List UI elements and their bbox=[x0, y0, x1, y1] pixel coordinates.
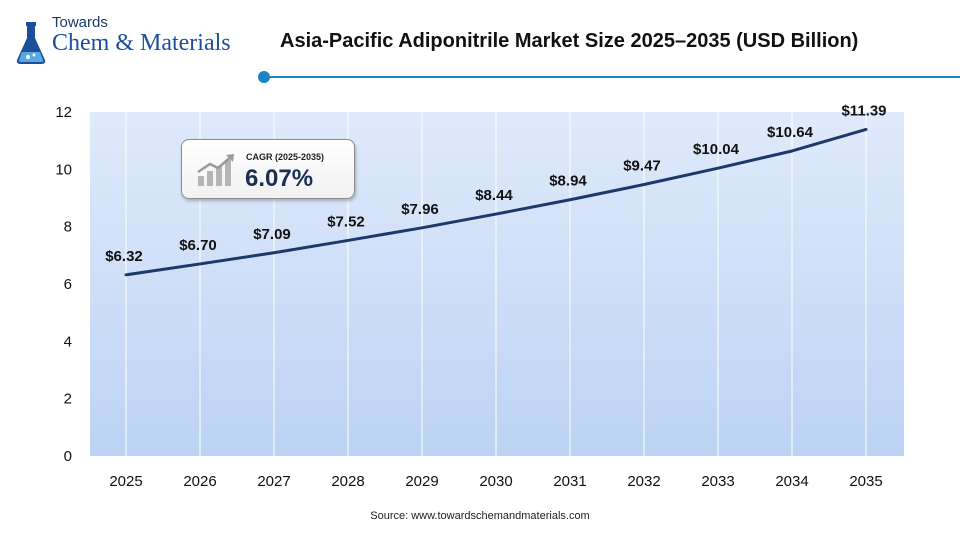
brand-line1: Towards bbox=[52, 14, 108, 31]
x-tick-label: 2028 bbox=[331, 473, 364, 490]
data-label: $7.52 bbox=[327, 213, 365, 230]
y-tick-label: 8 bbox=[64, 219, 72, 236]
y-tick-label: 6 bbox=[64, 276, 72, 293]
cagr-value: 6.07% bbox=[245, 165, 314, 192]
y-axis: 0 2 4 6 8 10 12 bbox=[55, 104, 72, 465]
x-tick-label: 2034 bbox=[775, 473, 808, 490]
data-label: $9.47 bbox=[623, 158, 661, 175]
x-tick-label: 2029 bbox=[405, 473, 438, 490]
x-tick-label: 2035 bbox=[849, 473, 882, 490]
x-tick-label: 2027 bbox=[257, 473, 290, 490]
source-note: Source: www.towardschemandmaterials.com bbox=[370, 510, 590, 522]
data-label: $8.44 bbox=[475, 187, 513, 204]
data-labels: $6.32 $6.70 $7.09 $7.52 $7.96 $8.44 $8.94 $9.47… bbox=[105, 102, 886, 264]
y-tick-label: 12 bbox=[55, 104, 72, 121]
data-label: $7.96 bbox=[401, 201, 439, 218]
y-tick-label: 4 bbox=[64, 333, 72, 350]
data-label: $6.32 bbox=[105, 248, 143, 265]
growth-bar-chart-icon bbox=[197, 154, 234, 186]
cagr-label: CAGR (2025-2035) bbox=[246, 152, 325, 162]
x-tick-label: 2032 bbox=[627, 473, 660, 490]
x-tick-label: 2026 bbox=[183, 473, 216, 490]
x-tick-label: 2025 bbox=[109, 473, 142, 490]
data-label: $10.04 bbox=[693, 141, 740, 158]
brand-logo: Towards Chem & Materials bbox=[14, 14, 254, 70]
title-rule bbox=[264, 76, 960, 78]
data-label: $8.94 bbox=[549, 173, 587, 190]
chart-title: Asia-Pacific Adiponitrile Market Size 20… bbox=[280, 30, 859, 52]
x-tick-label: 2030 bbox=[479, 473, 512, 490]
x-tick-label: 2033 bbox=[701, 473, 734, 490]
cagr-box: CAGR (2025-2035) 6.07% bbox=[181, 139, 355, 199]
x-tick-label: 2031 bbox=[553, 473, 586, 490]
brand-line2: Chem & Materials bbox=[52, 30, 231, 56]
data-label: $11.39 bbox=[841, 102, 886, 119]
flask-logo-icon bbox=[16, 22, 46, 64]
y-tick-label: 0 bbox=[64, 448, 72, 465]
data-label: $10.64 bbox=[767, 124, 814, 141]
series-line bbox=[124, 127, 868, 277]
y-tick-label: 10 bbox=[55, 161, 72, 178]
grid-lines bbox=[125, 112, 867, 456]
x-axis: 2025 2026 2027 2028 2029 2030 2031 2032 2033 2034… bbox=[109, 473, 882, 490]
y-tick-label: 2 bbox=[64, 391, 72, 408]
data-label: $7.09 bbox=[253, 226, 291, 243]
data-label: $6.70 bbox=[179, 237, 217, 254]
